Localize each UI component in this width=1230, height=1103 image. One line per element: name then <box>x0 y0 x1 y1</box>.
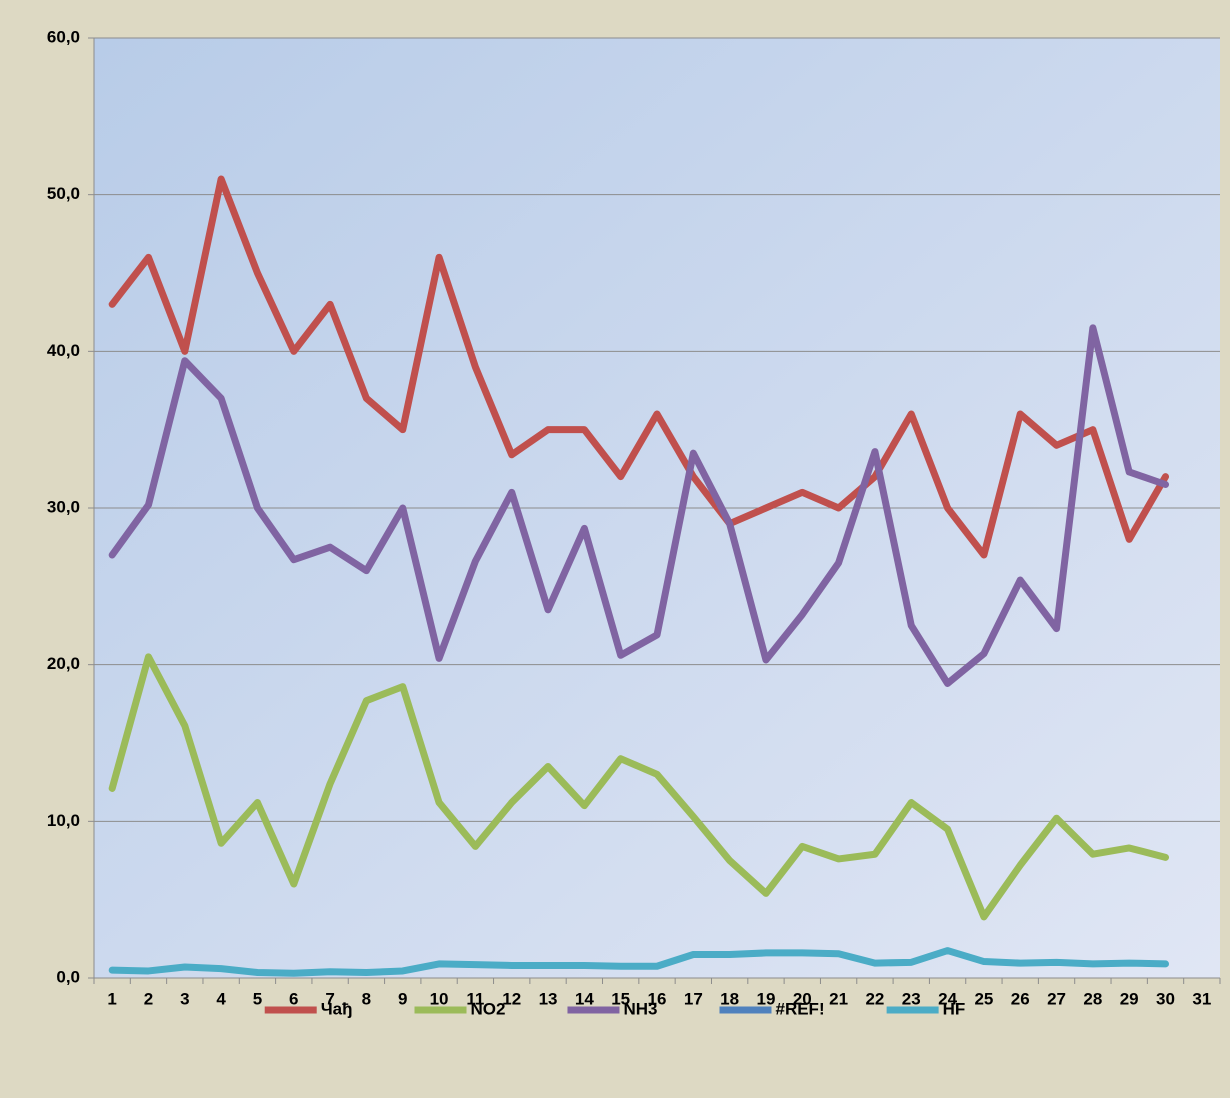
x-tick-label: 29 <box>1120 989 1139 1008</box>
series-line <box>108 175 1170 559</box>
series-line <box>108 947 1170 977</box>
x-tick-label: 24 <box>938 989 957 1008</box>
x-tick-label: 11 <box>466 989 484 1008</box>
x-tick-label: 16 <box>648 989 667 1008</box>
x-tick-label: 26 <box>1011 989 1030 1008</box>
x-tick-label: 3 <box>180 989 189 1008</box>
x-tick-label: 28 <box>1083 989 1102 1008</box>
x-tick-label: 4 <box>216 989 226 1008</box>
x-tick-label: 18 <box>720 989 739 1008</box>
y-tick-label: 20,0 <box>47 654 80 673</box>
y-tick-label: 30,0 <box>47 497 80 516</box>
y-tick-label: 0,0 <box>56 967 80 986</box>
y-tick-label: 40,0 <box>47 341 80 360</box>
x-tick-label: 21 <box>829 989 848 1008</box>
x-tick-label: 30 <box>1156 989 1175 1008</box>
x-tick-label: 22 <box>865 989 884 1008</box>
x-tick-label: 1 <box>107 989 116 1008</box>
x-tick-label: 17 <box>684 989 703 1008</box>
x-tick-label: 7 <box>325 989 334 1008</box>
x-tick-label: 20 <box>793 989 812 1008</box>
x-tick-label: 31 <box>1192 989 1211 1008</box>
y-tick-label: 50,0 <box>47 184 80 203</box>
x-tick-label: 5 <box>253 989 262 1008</box>
series-line <box>108 653 1170 921</box>
x-tick-label: 2 <box>144 989 153 1008</box>
x-tick-label: 25 <box>974 989 993 1008</box>
x-tick-label: 10 <box>430 989 449 1008</box>
legend-label: #REF! <box>775 999 824 1018</box>
legend-label: NO2 <box>471 999 506 1018</box>
x-tick-label: 6 <box>289 989 298 1008</box>
x-tick-label: 13 <box>539 989 558 1008</box>
x-tick-label: 14 <box>575 989 594 1008</box>
x-tick-label: 15 <box>611 989 630 1008</box>
x-tick-label: 27 <box>1047 989 1066 1008</box>
x-tick-label: 19 <box>757 989 776 1008</box>
x-tick-label: 23 <box>902 989 921 1008</box>
x-tick-label: 9 <box>398 989 407 1008</box>
x-tick-label: 8 <box>362 989 371 1008</box>
y-tick-label: 60,0 <box>47 27 80 46</box>
series-line <box>108 324 1170 687</box>
y-tick-label: 10,0 <box>47 811 80 830</box>
legend-label: HF <box>943 999 966 1018</box>
legend-label: NH3 <box>623 999 657 1018</box>
x-tick-label: 12 <box>502 989 521 1008</box>
legend-label: Чађ <box>321 999 353 1018</box>
